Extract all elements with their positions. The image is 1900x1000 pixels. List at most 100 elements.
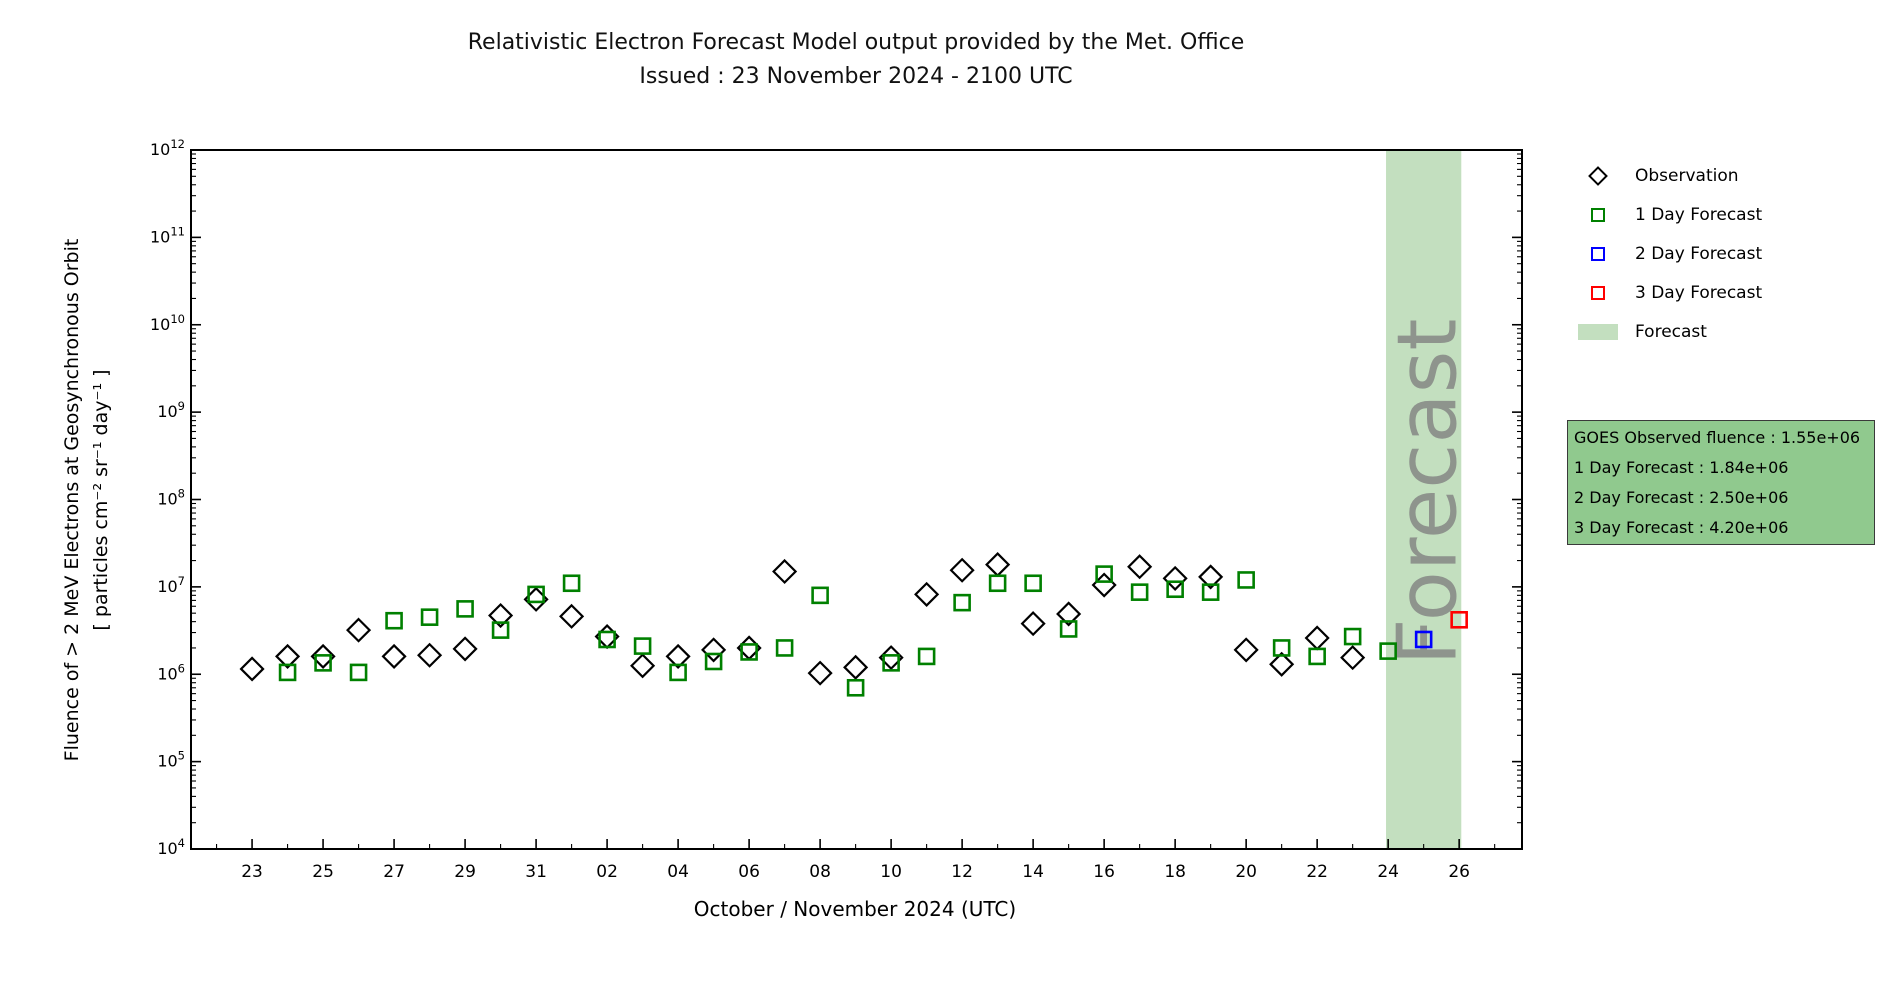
x-tick-label: 20 <box>1235 862 1257 882</box>
legend-label: 3 Day Forecast <box>1635 283 1763 303</box>
observation-point <box>1162 565 1188 591</box>
chart-subtitle: Issued : 23 November 2024 - 2100 UTC <box>639 64 1073 89</box>
observation-point <box>1127 554 1153 580</box>
1-day-forecast-point <box>1059 620 1078 638</box>
x-axis-label: October / November 2024 (UTC) <box>693 897 1017 921</box>
y-tick-label: 1012 <box>150 137 185 159</box>
observation-point <box>1020 611 1046 637</box>
legend-label: 1 Day Forecast <box>1635 205 1763 225</box>
y-axis-label-line2: [ particles cm⁻² sr⁻¹ day⁻¹ ] <box>90 369 112 631</box>
series-1-day-forecast <box>278 565 1397 697</box>
1-day-forecast-point <box>1308 647 1326 666</box>
y-tick-label: 104 <box>157 836 185 858</box>
axis-ticks <box>191 149 1522 850</box>
x-tick-label: 14 <box>1022 862 1044 882</box>
1-day-forecast-point <box>953 593 971 612</box>
observation-point <box>417 642 443 668</box>
observation-point <box>630 653 656 679</box>
x-tick-label: 24 <box>1377 862 1399 882</box>
x-tick-label: 31 <box>525 862 547 882</box>
chart-title: Relativistic Electron Forecast Model out… <box>467 30 1245 55</box>
x-tick-label: 10 <box>880 862 902 882</box>
observation-point <box>843 654 869 680</box>
legend-label: Forecast <box>1635 322 1707 342</box>
1-day-forecast-point <box>1379 642 1397 660</box>
y-tick-label: 106 <box>157 661 185 683</box>
1-day-forecast-point <box>349 663 368 682</box>
x-tick-label: 02 <box>596 862 618 882</box>
1-day-forecast-point <box>811 586 829 605</box>
observation-point <box>559 603 585 629</box>
y-axis-label-line1: Fluence of > 2 MeV Electrons at Geosynch… <box>61 238 83 762</box>
legend-item-3day-forecast: 3 Day Forecast <box>1578 274 1762 312</box>
1-day-forecast-point <box>1130 583 1149 601</box>
observation-point <box>1056 601 1082 627</box>
1-day-forecast-point <box>1201 583 1220 601</box>
1-day-forecast-point <box>456 600 474 618</box>
y-tick-label: 105 <box>157 749 185 771</box>
1-day-forecast-point <box>420 608 439 626</box>
x-tick-label: 08 <box>809 862 831 882</box>
forecast-3day-square-icon <box>1591 286 1605 300</box>
x-tick-label: 26 <box>1448 862 1470 882</box>
1-day-forecast-point <box>917 647 936 666</box>
1-day-forecast-point <box>775 639 794 657</box>
3-day-forecast-point <box>1450 610 1468 629</box>
y-tick-label: 108 <box>157 487 185 509</box>
series-2-day-forecast <box>1414 630 1433 649</box>
observation-point <box>488 602 514 629</box>
observation-point <box>1340 645 1366 671</box>
x-tick-label: 27 <box>383 862 405 882</box>
series-observation <box>239 552 1366 686</box>
observation-point <box>772 558 798 585</box>
plot-frame <box>190 149 1523 850</box>
observation-point <box>807 660 833 686</box>
observation-point <box>1233 637 1259 663</box>
1-day-forecast-point <box>385 611 403 630</box>
observation-point <box>914 581 940 607</box>
info-line-3day: 3 Day Forecast : 4.20e+06 <box>1574 518 1789 537</box>
1-day-forecast-point <box>278 663 297 682</box>
x-tick-label: 12 <box>951 862 973 882</box>
x-tick-label: 04 <box>667 862 689 882</box>
y-tick-label: 109 <box>157 399 185 421</box>
1-day-forecast-point <box>1237 571 1255 589</box>
legend-item-2day-forecast: 2 Day Forecast <box>1578 235 1762 273</box>
1-day-forecast-point <box>740 643 758 661</box>
observation-point <box>949 557 975 583</box>
goes-fluence-info-box: GOES Observed fluence : 1.55e+06 1 Day F… <box>1567 420 1875 545</box>
1-day-forecast-point <box>846 678 865 697</box>
x-tick-label: 25 <box>312 862 334 882</box>
1-day-forecast-point <box>562 574 581 593</box>
1-day-forecast-point <box>1166 580 1184 599</box>
legend-label: 2 Day Forecast <box>1635 244 1763 264</box>
1-day-forecast-point <box>669 663 687 682</box>
1-day-forecast-point <box>491 621 510 639</box>
forecast-2day-square-icon <box>1591 247 1605 261</box>
observation-point <box>1304 625 1330 651</box>
1-day-forecast-point <box>1024 574 1042 593</box>
legend-item-1day-forecast: 1 Day Forecast <box>1578 196 1762 234</box>
1-day-forecast-point <box>882 654 900 672</box>
x-tick-label: 06 <box>738 862 760 882</box>
1-day-forecast-point <box>598 630 616 649</box>
y-tick-label: 1010 <box>150 312 185 334</box>
forecast-watermark-text: Forecast <box>1381 319 1476 666</box>
1-day-forecast-point <box>988 574 1007 593</box>
1-day-forecast-point <box>1095 565 1113 583</box>
legend-item-observation: Observation <box>1578 157 1739 195</box>
observation-point <box>275 643 301 669</box>
forecast-1day-square-icon <box>1591 208 1605 222</box>
observation-point <box>985 552 1011 578</box>
1-day-forecast-point <box>633 637 652 655</box>
observation-point <box>878 645 904 671</box>
observation-point <box>346 617 372 643</box>
observation-point <box>1198 564 1224 590</box>
info-line-observed: GOES Observed fluence : 1.55e+06 <box>1574 428 1861 447</box>
observation-point <box>665 643 691 669</box>
x-tick-label: 29 <box>454 862 476 882</box>
1-day-forecast-point <box>704 652 723 671</box>
